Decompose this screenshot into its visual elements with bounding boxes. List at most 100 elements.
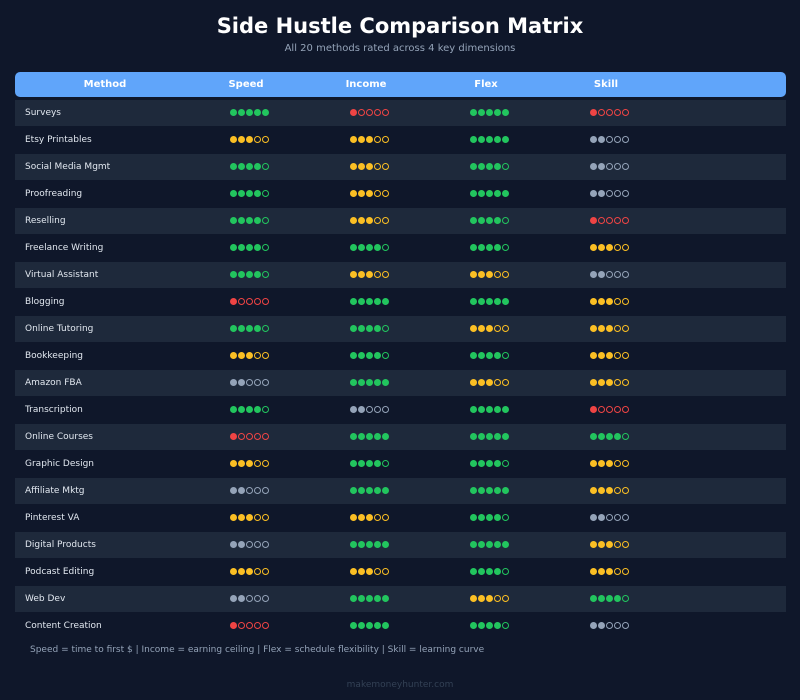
rating-dot-empty [614,109,621,116]
rating-dot-filled [238,379,245,386]
rating-dot-filled [590,190,597,197]
rating-dot-filled [470,244,477,251]
rating-dot-filled [478,379,485,386]
rating-dot-empty [262,352,269,359]
rating-dot-empty [494,271,501,278]
rating-dot-filled [470,433,477,440]
rating-dot-filled [238,109,245,116]
rating-dot-filled [246,190,253,197]
rating-dot-filled [478,433,485,440]
rating-dot-filled [590,271,597,278]
flex-rating [470,460,510,469]
rating-dot-filled [238,595,245,602]
rating-dot-filled [606,460,613,467]
rating-dot-empty [622,433,629,440]
flex-rating [470,298,510,307]
column-header-method: Method [83,79,127,90]
rating-dot-filled [478,352,485,359]
rating-dot-empty [622,298,629,305]
rating-dot-filled [230,298,237,305]
rating-dot-empty [382,190,389,197]
rating-dot-filled [478,271,485,278]
rating-dot-empty [494,325,501,332]
rating-dot-filled [246,568,253,575]
rating-dot-empty [366,109,373,116]
income-rating [350,136,390,145]
rating-dot-filled [486,379,493,386]
rating-dot-filled [230,487,237,494]
rating-dot-empty [622,217,629,224]
rating-dot-filled [494,460,501,467]
rating-dot-filled [486,541,493,548]
rating-dot-empty [382,244,389,251]
rating-dot-empty [374,136,381,143]
rating-dot-empty [254,541,261,548]
flex-rating [470,352,510,361]
speed-rating [230,136,270,145]
income-rating [350,190,390,199]
rating-dot-empty [262,163,269,170]
speed-rating [230,622,270,631]
rating-dot-empty [374,568,381,575]
rating-dot-filled [606,433,613,440]
rating-dot-filled [238,163,245,170]
rating-dot-filled [478,217,485,224]
rating-dot-filled [598,163,605,170]
rating-dot-filled [238,541,245,548]
income-rating [350,163,390,172]
table-row: Podcast Editing [15,559,786,585]
rating-dot-filled [590,352,597,359]
rating-dot-filled [382,298,389,305]
rating-dot-empty [382,406,389,413]
rating-dot-empty [262,541,269,548]
rating-dot-empty [382,109,389,116]
rating-dot-empty [254,460,261,467]
rating-dot-filled [230,541,237,548]
rating-dot-empty [374,271,381,278]
rating-dot-filled [254,406,261,413]
rating-dot-empty [614,541,621,548]
rating-dot-filled [358,487,365,494]
rating-dot-empty [622,163,629,170]
rating-dot-empty [622,352,629,359]
rating-dot-filled [606,244,613,251]
rating-dot-filled [366,271,373,278]
skill-rating [590,325,630,334]
rating-dot-filled [230,136,237,143]
rating-dot-filled [230,352,237,359]
skill-rating [590,541,630,550]
rating-dot-empty [622,514,629,521]
rating-dot-empty [614,136,621,143]
flex-rating [470,163,510,172]
rating-dot-filled [470,541,477,548]
rating-dot-empty [254,487,261,494]
speed-rating [230,514,270,523]
rating-dot-filled [350,406,357,413]
rating-dot-filled [478,595,485,602]
rating-dot-empty [614,406,621,413]
rating-dot-empty [374,406,381,413]
rating-dot-filled [598,595,605,602]
rating-dot-empty [246,433,253,440]
rating-dot-filled [502,541,509,548]
method-name: Web Dev [25,594,66,604]
rating-dot-filled [238,514,245,521]
rating-dot-filled [470,109,477,116]
rating-dot-filled [590,487,597,494]
rating-dot-empty [374,163,381,170]
rating-dot-filled [350,352,357,359]
rating-dot-filled [254,325,261,332]
rating-dot-filled [494,433,501,440]
rating-dot-empty [254,298,261,305]
method-name: Transcription [25,405,83,415]
rating-dot-empty [502,217,509,224]
rating-dot-empty [606,136,613,143]
rating-dot-filled [366,136,373,143]
rating-dot-filled [358,190,365,197]
table-row: Affiliate Mktg [15,478,786,504]
rating-dot-filled [230,163,237,170]
rating-dot-empty [598,406,605,413]
rating-dot-filled [230,460,237,467]
method-name: Social Media Mgmt [25,162,111,172]
rating-dot-empty [622,622,629,629]
